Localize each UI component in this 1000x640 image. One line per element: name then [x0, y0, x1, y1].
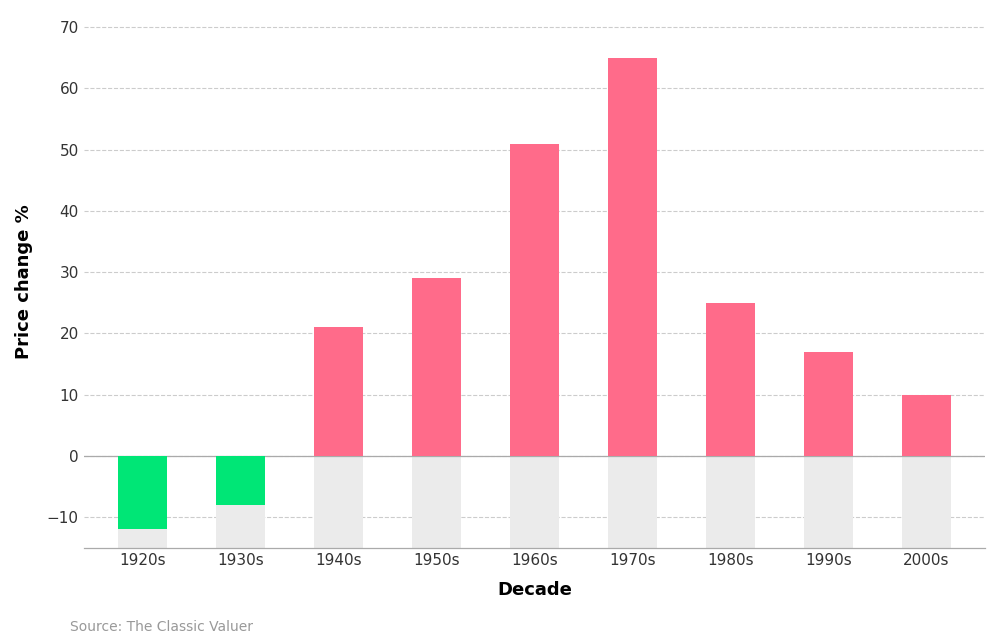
Bar [510, 143, 559, 456]
Text: Source: The Classic Valuer: Source: The Classic Valuer [70, 620, 253, 634]
Bar [118, 456, 167, 548]
Bar [706, 303, 755, 456]
Bar [902, 456, 951, 548]
Bar [902, 395, 951, 456]
Bar [216, 456, 265, 505]
Bar [706, 456, 755, 548]
Y-axis label: Price change %: Price change % [15, 204, 33, 358]
Bar [314, 327, 363, 456]
X-axis label: Decade: Decade [497, 581, 572, 600]
Bar [314, 456, 363, 548]
Bar [412, 456, 461, 548]
Bar [118, 456, 167, 529]
Bar [216, 456, 265, 548]
Bar [510, 456, 559, 548]
Bar [804, 352, 853, 456]
Bar [804, 456, 853, 548]
Bar [608, 58, 657, 456]
Bar [608, 456, 657, 548]
Bar [412, 278, 461, 456]
